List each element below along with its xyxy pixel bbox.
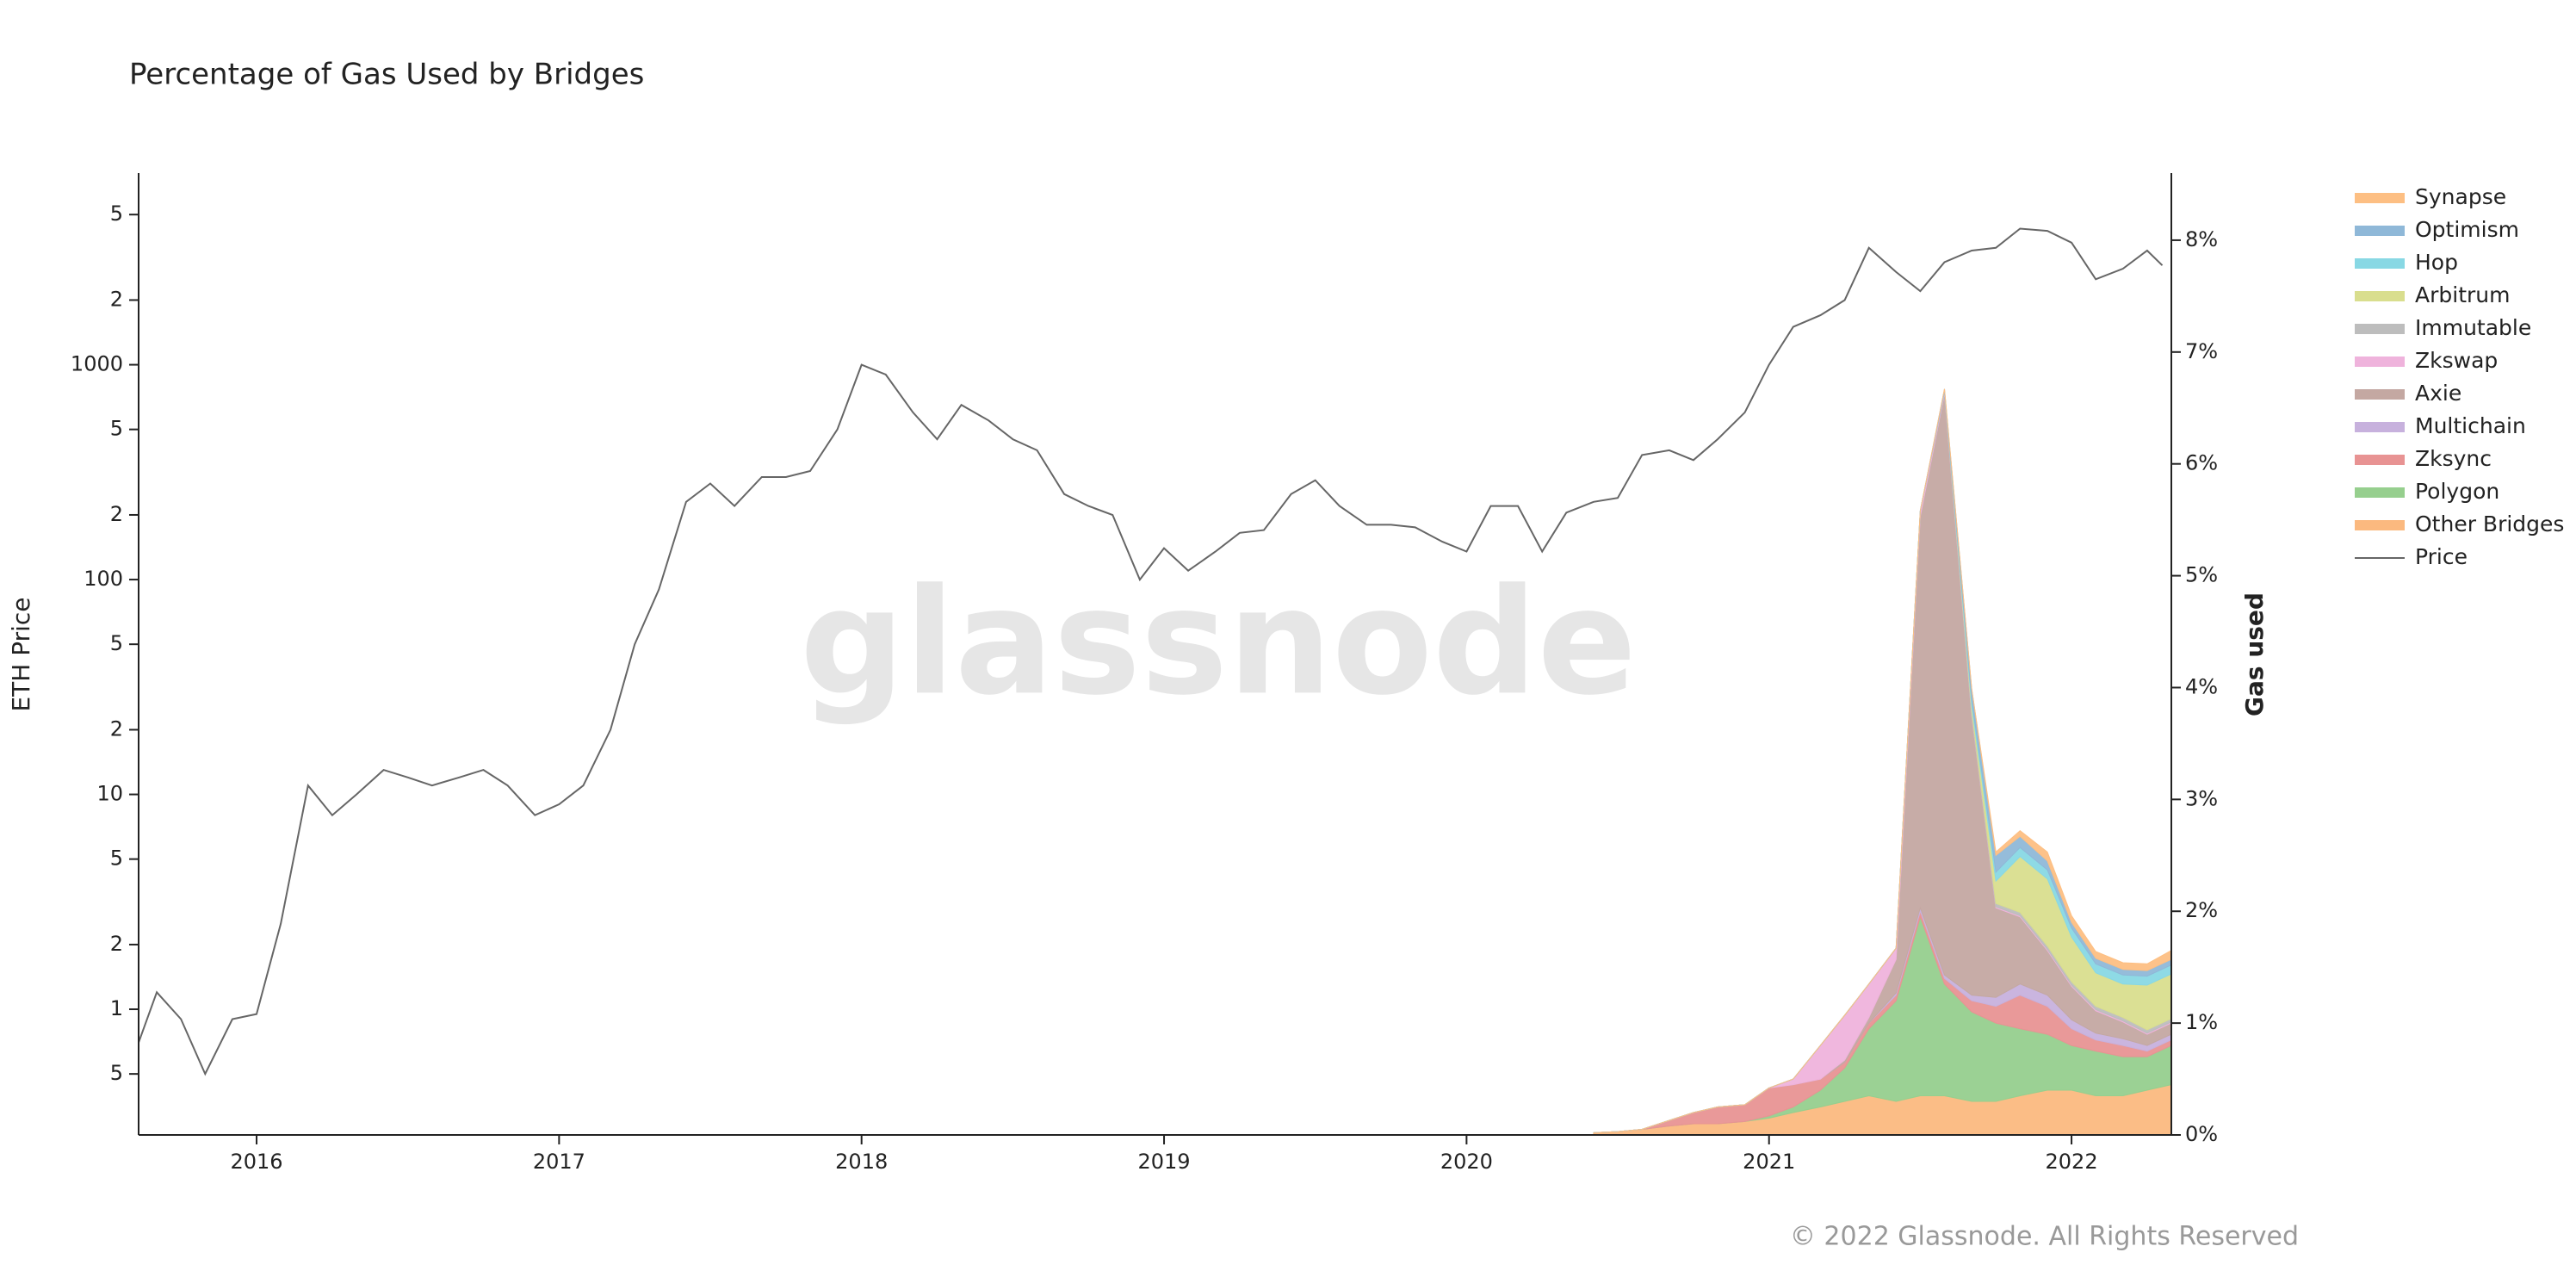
y2-tick-label: 5% [2185, 563, 2218, 587]
x-tick-label: 2021 [1743, 1150, 1795, 1174]
y-tick-label: 5 [110, 1061, 123, 1085]
legend-label: Zkswap [2415, 348, 2498, 373]
y-tick-label: 10 [96, 782, 123, 806]
y-tick-label: 5 [110, 417, 123, 441]
y-tick-label: 2 [110, 287, 123, 311]
legend-label: Optimism [2415, 217, 2519, 242]
y2-tick-label: 3% [2185, 786, 2218, 810]
legend-swatch [2355, 356, 2405, 367]
y-tick-label: 100 [84, 567, 123, 591]
y2-tick-label: 4% [2185, 674, 2218, 698]
legend-swatch [2355, 226, 2405, 236]
legend-label: Axie [2415, 381, 2461, 406]
legend-swatch [2355, 324, 2405, 334]
x-tick-label: 2022 [2046, 1150, 2098, 1174]
legend-label: Zksync [2415, 446, 2492, 471]
legend-swatch [2355, 291, 2405, 301]
legend-swatch [2355, 520, 2405, 530]
legend-label: Price [2415, 544, 2468, 569]
y-tick-label: 1 [110, 996, 123, 1020]
legend-swatch [2355, 455, 2405, 465]
y2-tick-label: 7% [2185, 339, 2218, 363]
legend-swatch [2355, 389, 2405, 400]
chart-title: Percentage of Gas Used by Bridges [129, 58, 644, 92]
legend-swatch [2355, 422, 2405, 432]
x-tick-label: 2020 [1440, 1150, 1493, 1174]
y-tick-label: 5 [110, 631, 123, 655]
legend-label: Polygon [2415, 479, 2499, 504]
legend-label: Hop [2415, 250, 2458, 275]
x-tick-label: 2016 [230, 1150, 282, 1174]
legend-label: Synapse [2415, 184, 2506, 209]
y2-tick-label: 1% [2185, 1010, 2218, 1034]
watermark: glassnode [800, 557, 1637, 728]
x-tick-label: 2019 [1138, 1150, 1191, 1174]
legend-swatch [2355, 487, 2405, 498]
y-tick-label: 2 [110, 502, 123, 526]
y2-tick-label: 2% [2185, 898, 2218, 922]
legend-label: Arbitrum [2415, 282, 2510, 307]
x-tick-label: 2017 [533, 1150, 585, 1174]
y-tick-label: 1000 [71, 352, 123, 376]
legend-label: Multichain [2415, 413, 2526, 438]
y-tick-label: 5 [110, 202, 123, 226]
copyright: © 2022 Glassnode. All Rights Reserved [1790, 1222, 2299, 1252]
legend-swatch [2355, 258, 2405, 269]
y-axis-title: ETH Price [7, 597, 35, 711]
y2-tick-label: 0% [2185, 1122, 2218, 1146]
y2-tick-label: 6% [2185, 451, 2218, 475]
y-tick-label: 2 [110, 716, 123, 741]
legend-label: Other Bridges [2415, 512, 2564, 536]
legend-swatch [2355, 193, 2405, 203]
y-tick-label: 2 [110, 932, 123, 956]
y2-axis-title: Gas used [2240, 592, 2269, 716]
legend-label: Immutable [2415, 315, 2531, 340]
y-tick-label: 5 [110, 846, 123, 871]
x-tick-label: 2018 [835, 1150, 888, 1174]
y2-tick-label: 8% [2185, 227, 2218, 251]
price-line [138, 227, 2164, 1076]
